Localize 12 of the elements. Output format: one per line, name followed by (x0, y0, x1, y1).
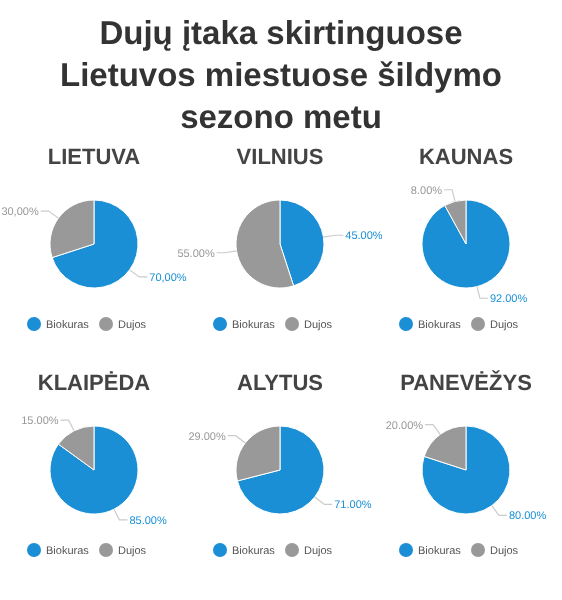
text: Dujų įtaka skirtinguose Lietuvos miestuose šildymo sezono metu (60, 16, 502, 136)
chart-title: ALYTUS (237, 372, 323, 396)
pie-slice (49, 425, 139, 515)
pie-slice (421, 199, 511, 289)
chart-title: VILNIUS (236, 146, 324, 170)
pie-slice (421, 425, 511, 515)
pie-slice (51, 199, 139, 289)
pie-slice (236, 425, 325, 515)
chart-title: LIETUVA (47, 146, 141, 170)
chart-title: PANEVĖŽYS (400, 370, 532, 396)
chart-title: KLAIPĖDA (37, 370, 151, 396)
chart-title: KAUNAS (418, 146, 514, 170)
